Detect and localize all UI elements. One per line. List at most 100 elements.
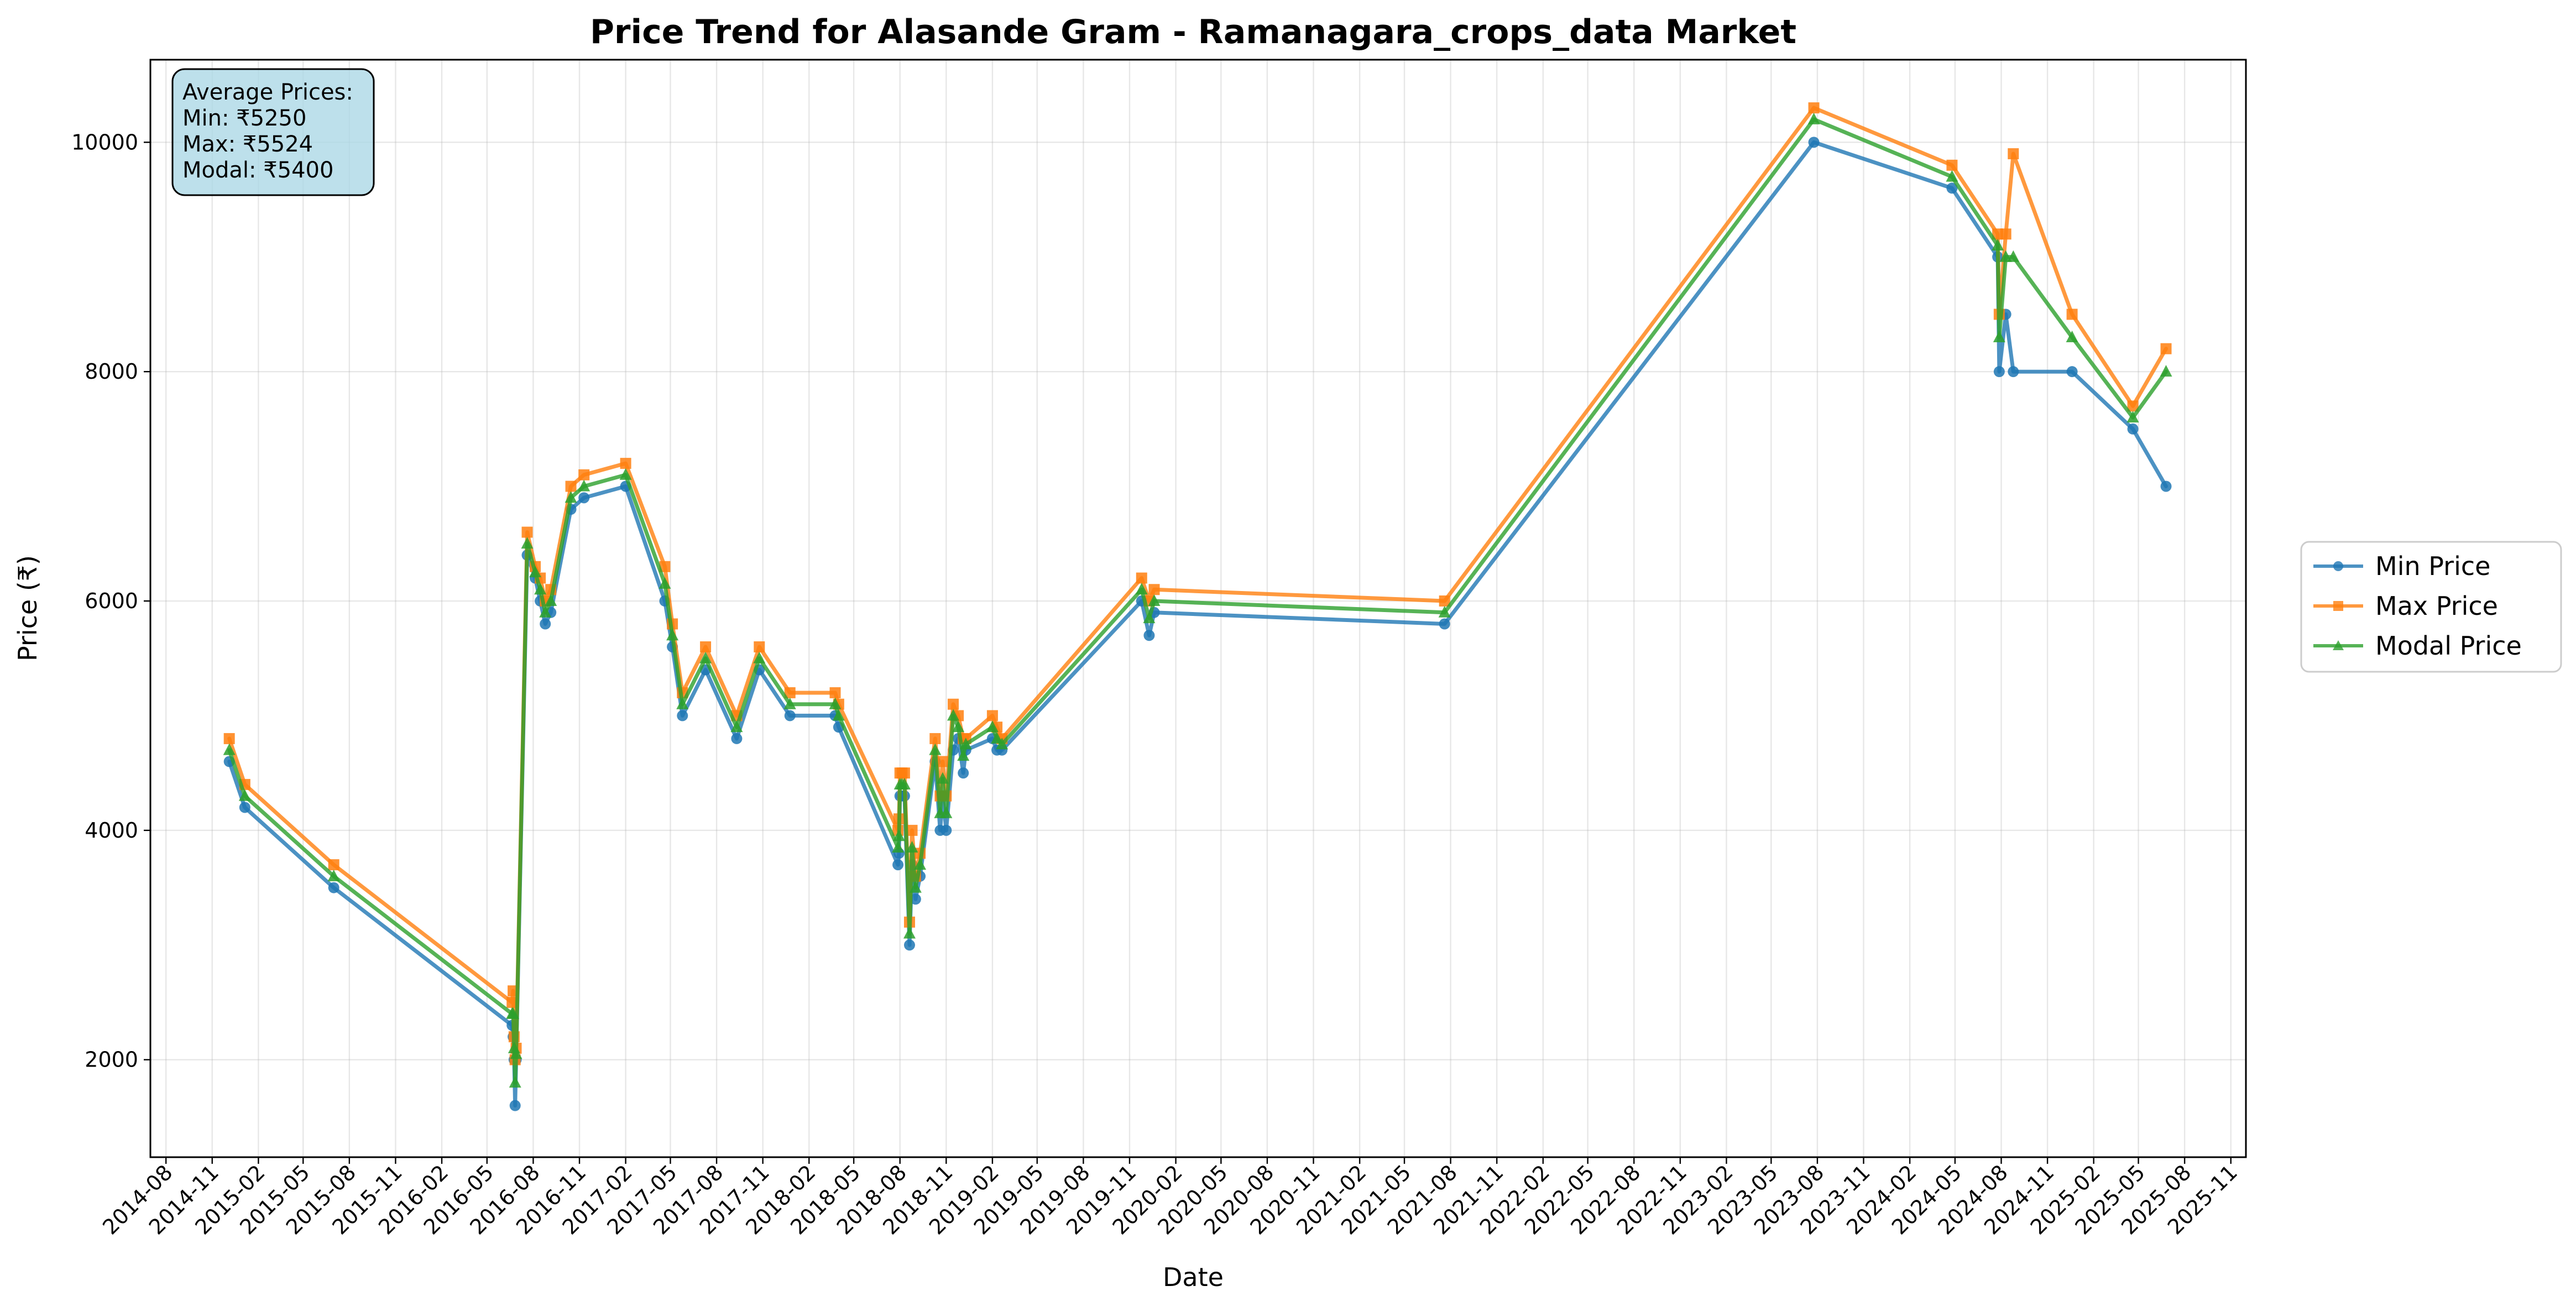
data-point-max [2008,148,2019,160]
legend-item-min: Min Price [2313,551,2490,581]
legend: Min Price Max Price Modal Price [2300,541,2562,673]
data-point-max [937,756,948,767]
data-point-modal [892,840,905,853]
data-point-modal [534,583,547,595]
data-point-modal [1143,611,1156,624]
legend-marker-min [2333,561,2343,571]
data-point-modal [829,697,842,709]
data-point-modal [1946,170,1958,182]
data-point-max [2127,400,2139,412]
info-box-modal: Modal: ₹5400 [182,158,333,183]
data-point-modal [699,651,712,663]
data-point-modal [223,743,236,755]
info-box-min: Min: ₹5250 [182,106,306,131]
info-box-max: Max: ₹5524 [182,132,313,157]
info-box-background [171,68,375,196]
data-point-modal [936,772,949,784]
y-tick-label: 6000 [85,589,138,613]
data-point-min [2127,423,2139,435]
data-point-modal [1992,239,2004,251]
data-point-modal [2160,365,2172,377]
data-point-modal [986,720,999,733]
y-tick-label: 8000 [85,359,138,384]
legend-item-modal: Modal Price [2313,631,2522,661]
data-point-max [784,687,796,698]
data-point-modal [1438,605,1451,618]
y-tick-label: 4000 [85,818,138,843]
data-point-max [2066,309,2078,320]
data-point-max [578,469,590,480]
y-tick-label: 2000 [85,1048,138,1072]
info-box-heading: Average Prices: [182,80,353,105]
data-point-max [754,641,765,652]
data-point-modal [959,738,972,750]
data-point-modal [940,806,953,818]
data-point-modal [2007,250,2020,262]
data-point-modal [676,697,689,709]
data-point-modal [565,491,577,503]
data-point-max [223,733,235,744]
data-point-modal [832,709,845,721]
data-point-min [578,492,590,504]
legend-frame [2300,541,2562,673]
data-point-min [1946,182,1958,194]
data-point-modal [659,577,671,589]
data-point-modal [892,829,905,841]
data-point-modal [510,1047,522,1059]
data-point-max [521,526,533,538]
data-point-modal [238,789,251,801]
data-point-modal [509,1076,521,1088]
data-point-modal [996,738,1009,750]
data-point-min [1143,630,1155,641]
data-point-modal [909,881,922,893]
data-point-min [677,710,688,722]
data-point-max [1808,102,1820,114]
info-box: Average Prices: Min: ₹5250 Max: ₹5524 Mo… [171,68,375,196]
data-point-modal [1993,330,2005,342]
data-point-min [910,893,921,905]
data-point-min [903,939,915,951]
data-point-modal [903,927,916,939]
data-point-modal [666,629,679,641]
y-tick-label: 10000 [71,130,138,154]
data-point-max [929,733,941,744]
data-point-modal [521,537,534,549]
legend-marker-max [2333,601,2343,611]
series-modal [223,112,2172,1088]
series-layer [223,102,2172,1111]
data-point-min [892,859,904,871]
data-point-max [1946,159,1958,171]
data-point-modal [578,479,591,492]
data-point-max [906,824,918,836]
data-point-modal [1135,583,1148,595]
data-point-min [328,882,339,893]
chart-title: Price Trend for Alasande Gram - Ramanaga… [590,13,1796,51]
data-point-max [700,641,712,652]
plot-frame [149,59,2247,1158]
data-point-modal [529,566,542,578]
data-point-modal [898,777,911,790]
data-point-min [731,733,743,744]
data-point-modal [539,605,552,618]
data-point-modal [2126,411,2139,423]
data-point-modal [991,731,1004,744]
data-point-modal [753,651,766,663]
data-point-max [829,687,841,698]
data-point-modal [730,720,743,733]
data-point-max [1148,584,1160,595]
data-point-modal [2066,330,2078,342]
data-point-max [898,767,910,779]
data-point-min [958,767,969,779]
data-point-min [2160,480,2172,492]
data-point-max [620,458,631,469]
data-point-max [506,996,518,1008]
data-point-max [1136,572,1147,584]
data-point-modal [929,743,942,755]
data-point-modal [619,468,632,480]
data-point-modal [957,749,970,761]
legend-marker-modal [2333,640,2344,650]
data-point-modal [783,697,796,709]
data-point-modal [1807,112,1820,124]
